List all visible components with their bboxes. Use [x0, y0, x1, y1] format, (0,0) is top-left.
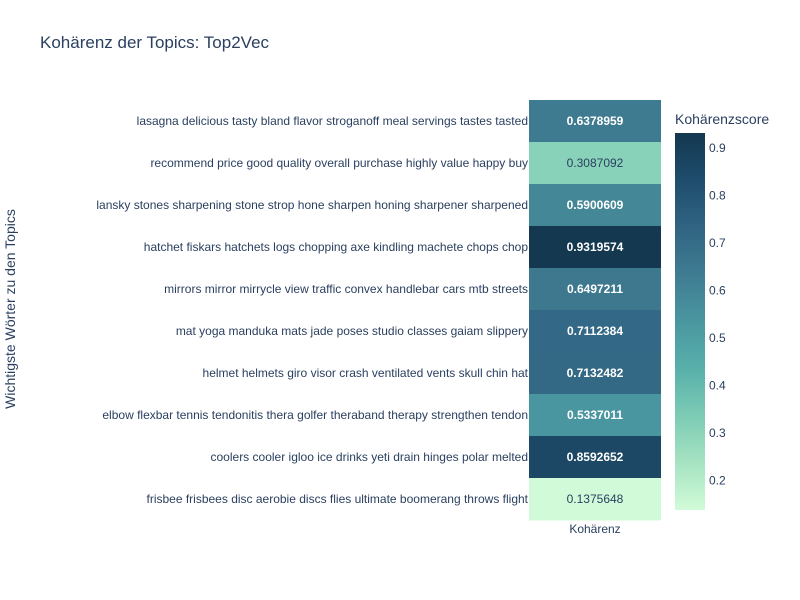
y-tick-label: frisbee frisbees disc aerobie discs flie…: [146, 492, 528, 506]
heatmap-cell: [529, 268, 661, 311]
colorbar-tick-label: 0.7: [709, 236, 726, 250]
colorbar-tick-label: 0.3: [709, 426, 726, 440]
colorbar-tick-label: 0.6: [709, 284, 726, 298]
cell-value-label: 0.5337011: [567, 408, 623, 422]
colorbar: [675, 133, 705, 510]
cell-value-label: 0.9319574: [567, 240, 624, 254]
cell-value-label: 0.3087092: [567, 156, 624, 170]
y-axis-title: Wichtigste Wörter zu den Topics: [2, 209, 18, 409]
y-tick-label: coolers cooler igloo ice drinks yeti dra…: [211, 450, 529, 464]
heatmap-cell: [529, 142, 661, 185]
colorbar-tick-label: 0.8: [709, 189, 726, 203]
y-tick-label: lasagna delicious tasty bland flavor str…: [137, 114, 528, 128]
colorbar-title: Kohärenzscore: [675, 111, 769, 127]
y-tick-label: lansky stones sharpening stone strop hon…: [96, 198, 528, 212]
y-tick-label: mirrors mirror mirrycle view traffic con…: [164, 282, 528, 296]
cell-value-label: 0.5900609: [567, 198, 624, 212]
y-tick-label: helmet helmets giro visor crash ventilat…: [203, 366, 529, 380]
cell-value-label: 0.6378959: [567, 114, 624, 128]
colorbar-tick-label: 0.9: [709, 141, 726, 155]
heatmap-cell: [529, 352, 661, 395]
cell-value-label: 0.7132482: [567, 366, 624, 380]
cell-value-label: 0.1375648: [567, 492, 624, 506]
colorbar-tick-label: 0.5: [709, 331, 726, 345]
y-tick-label: mat yoga manduka mats jade poses studio …: [176, 324, 528, 338]
heatmap-cell: [529, 310, 661, 353]
x-tick-label: Kohärenz: [569, 522, 620, 536]
chart-title: Kohärenz der Topics: Top2Vec: [40, 33, 270, 52]
heatmap-cell: [529, 478, 661, 521]
cell-value-label: 0.7112384: [567, 324, 623, 338]
y-tick-label: elbow flexbar tennis tendonitis thera go…: [102, 408, 528, 422]
heatmap-cell: [529, 436, 661, 479]
heatmap-cell: [529, 184, 661, 227]
cell-value-label: 0.6497211: [567, 282, 623, 296]
colorbar-tick-label: 0.2: [709, 473, 726, 487]
colorbar-tick-label: 0.4: [709, 378, 726, 392]
heatmap-cell: [529, 394, 661, 437]
cell-value-label: 0.8592652: [567, 450, 624, 464]
y-tick-label: hatchet fiskars hatchets logs chopping a…: [144, 240, 529, 254]
heatmap-cell: [529, 100, 661, 143]
heatmap-cell: [529, 226, 661, 269]
y-tick-label: recommend price good quality overall pur…: [150, 156, 528, 170]
